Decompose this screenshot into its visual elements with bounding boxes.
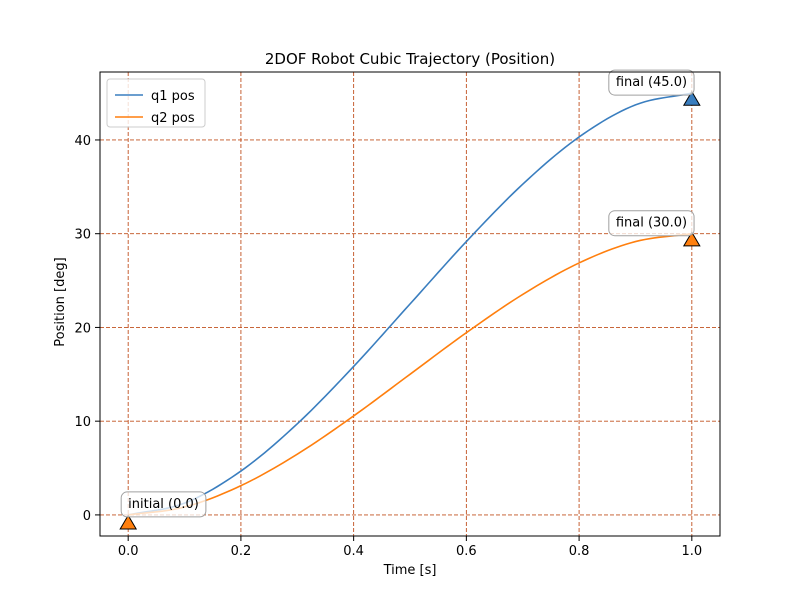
x-tick-label: 0.0 — [118, 544, 139, 559]
annotation-text: final (30.0) — [616, 216, 687, 231]
plot-frame — [99, 71, 721, 537]
annotation-box — [120, 491, 207, 518]
annotations: initial (0.0) final (45.0) final (30.0) — [120, 69, 695, 518]
annotation-box — [608, 69, 695, 96]
legend: q1 pos q2 pos — [106, 78, 206, 128]
y-tick-label: 20 — [74, 321, 91, 336]
y-axis-title: Position [deg] — [53, 257, 68, 346]
x-tick-label: 0.6 — [456, 544, 477, 559]
y-tick-label: 10 — [74, 415, 91, 430]
series-line — [128, 92, 692, 516]
annotation-box — [608, 210, 695, 237]
x-tick-label: 0.8 — [569, 544, 590, 559]
grid — [100, 72, 720, 536]
annotation: final (30.0) — [608, 210, 695, 237]
annotation: final (45.0) — [608, 69, 695, 96]
x-tick-label: 0.2 — [231, 544, 252, 559]
chart-title: 2DOF Robot Cubic Trajectory (Position) — [265, 50, 555, 68]
y-tick-label: 0 — [83, 509, 91, 524]
legend-label: q2 pos — [151, 111, 195, 126]
ticks: 0.0 0.2 0.4 0.6 0.8 1.0 0 10 20 30 40 — [74, 134, 702, 559]
annotation-text: initial (0.0) — [128, 497, 199, 512]
y-tick-label: 40 — [74, 134, 91, 149]
legend-label: q1 pos — [151, 89, 195, 104]
triangle-marker — [682, 90, 701, 106]
triangle-marker — [119, 514, 138, 530]
annotation: initial (0.0) — [120, 491, 207, 518]
series-line — [128, 232, 692, 516]
annotation-text: final (45.0) — [616, 75, 687, 90]
x-axis-title: Time [s] — [383, 563, 437, 578]
triangle-marker — [682, 231, 701, 247]
markers — [119, 90, 701, 530]
series-lines — [128, 92, 692, 516]
x-tick-label: 1.0 — [681, 544, 702, 559]
x-tick-label: 0.4 — [343, 544, 364, 559]
legend-box — [106, 78, 206, 128]
y-tick-label: 30 — [74, 228, 91, 243]
